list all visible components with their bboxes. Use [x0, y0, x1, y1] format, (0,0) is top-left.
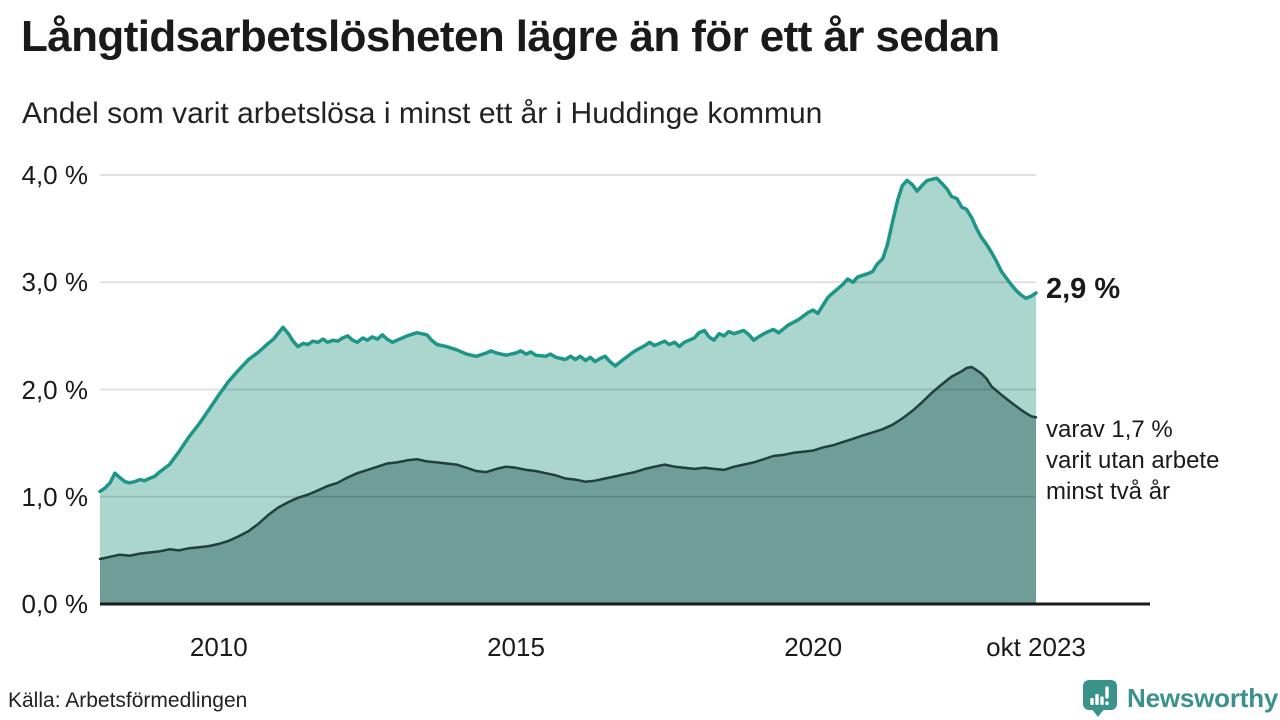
chart-subtitle: Andel som varit arbetslösa i minst ett å…	[22, 97, 823, 130]
secondary-value-label: varav 1,7 % varit utan arbete minst två …	[1046, 414, 1219, 507]
x-tick-label: 2020	[784, 632, 843, 662]
y-tick-label: 1,0 %	[21, 481, 89, 512]
series-lines	[98, 176, 1038, 561]
x-tick-label: 2010	[189, 632, 248, 662]
secondary-value-line: varav 1,7 %	[1046, 416, 1173, 443]
y-tick-label: 0,0 %	[21, 589, 89, 619]
x-tick-label: okt 2023	[986, 632, 1086, 662]
gridlines	[100, 174, 1036, 498]
series-2-area	[100, 367, 1036, 604]
series-1-line	[98, 176, 1038, 494]
newsworthy-logo: Newsworthy	[1082, 679, 1278, 717]
brand-name: Newsworthy	[1127, 682, 1279, 713]
area-fills	[100, 178, 1036, 604]
source-note: Källa: Arbetsförmedlingen	[8, 689, 248, 712]
y-tick-label: 4,0 %	[21, 160, 89, 190]
newsworthy-icon	[1083, 680, 1117, 717]
x-tick-label: 2015	[487, 632, 545, 662]
secondary-value-line: minst två år	[1046, 478, 1171, 505]
series-2-line	[98, 365, 1038, 561]
latest-value-label: 2,9 %	[1046, 273, 1121, 305]
y-tick-label: 2,0 %	[21, 374, 89, 405]
secondary-value-line: varit utan arbete	[1046, 447, 1220, 474]
chart-title: Långtidsarbetslösheten lägre än för ett …	[21, 12, 1000, 61]
y-tick-label: 3,0 %	[21, 267, 89, 298]
